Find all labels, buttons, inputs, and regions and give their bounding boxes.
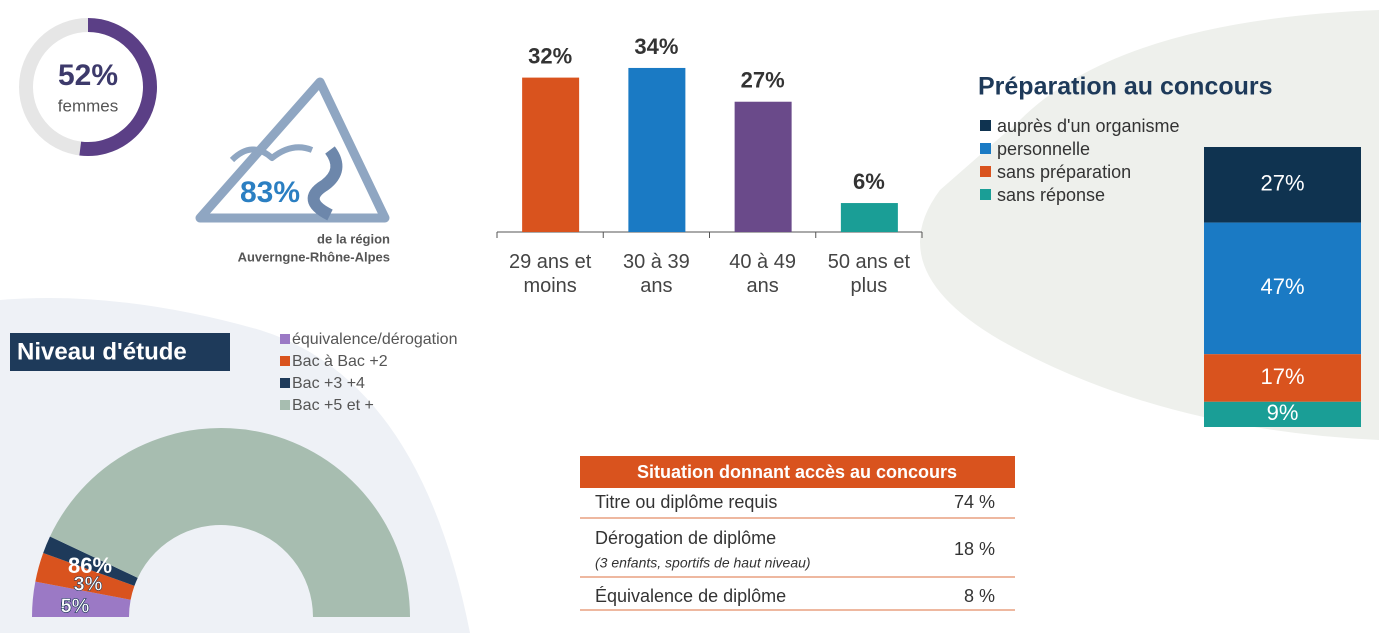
bar [522, 77, 580, 232]
segment-label: 47% [1260, 274, 1304, 299]
bar [840, 203, 898, 232]
legend-label: équivalence/dérogation [292, 331, 457, 348]
legend-swatch [980, 120, 991, 131]
legend-label: personnelle [997, 139, 1090, 159]
segment-label: 6% [61, 595, 90, 617]
table-cell-label: Dérogation de diplôme [595, 528, 776, 548]
stacked-segment [1204, 147, 1361, 223]
half-donut-segment [32, 581, 131, 617]
x-tick-label-box: 50 ans et plus [827, 251, 911, 297]
legend-swatch [980, 189, 991, 200]
legend-label: sans réponse [997, 185, 1105, 205]
x-tick-label-box: 30 à 39 ans [623, 251, 690, 297]
stacked-segment [1204, 354, 1361, 402]
legend-label: auprès d'un organisme [997, 116, 1180, 136]
stacked-segment [1204, 222, 1361, 355]
table-cell-value: 18 % [954, 539, 995, 559]
table-header: Situation donnant accès au concours [637, 462, 957, 482]
x-tick-label: 50 ans et plus [827, 251, 911, 297]
legend-swatch [980, 166, 991, 177]
segment-label: 3% [74, 573, 103, 595]
table-cell-note: (3 enfants, sportifs de haut niveau) [595, 555, 811, 571]
legend-swatch [280, 400, 290, 410]
table-header-box [580, 456, 1015, 488]
title-box [10, 333, 230, 371]
bar-value-label: 6% [853, 169, 885, 194]
legend-swatch [280, 378, 290, 388]
half-donut-segment [35, 552, 135, 600]
half-donut-segment [49, 428, 411, 617]
donut-label: femmes [58, 96, 118, 115]
legend-swatch [980, 143, 991, 154]
stat-caption: Auverngne-Rhône-Alpes [238, 249, 390, 264]
stat-value: 83% [240, 176, 300, 209]
mountain-icon [195, 77, 390, 223]
legend-label: sans préparation [997, 162, 1131, 182]
segment-label: 86% [68, 553, 112, 578]
table-cell-value: 74 % [954, 492, 995, 512]
half-donut-segment [43, 536, 138, 586]
segment-label: 27% [1260, 171, 1304, 196]
donut-value: 52% [58, 59, 118, 92]
legend-label: Bac à Bac +2 [292, 353, 388, 370]
donut-arc [79, 18, 157, 156]
stat-caption: de la région [317, 231, 390, 246]
x-tick-label: 40 à 49 ans [729, 251, 796, 297]
x-tick-label: 30 à 39 ans [623, 251, 690, 297]
chart-title: Préparation au concours [978, 73, 1273, 101]
legend-swatch [280, 356, 290, 366]
segment-label: 9% [1267, 400, 1299, 425]
table-cell-value: 8 % [964, 586, 995, 606]
stacked-segment [1204, 401, 1361, 427]
legend-label: Bac +3 +4 [292, 375, 365, 392]
bar-value-label: 34% [634, 34, 678, 59]
bar-value-label: 32% [528, 43, 572, 68]
bar [734, 101, 792, 232]
table-cell-label: Équivalence de diplôme [595, 586, 786, 606]
x-tick-label-box: 29 ans et moins [508, 251, 592, 297]
x-tick-label: 29 ans et moins [508, 251, 592, 297]
segment-label: 5% [61, 595, 90, 617]
chart-title: Niveau d'étude [17, 338, 187, 365]
segment-label: 17% [1260, 364, 1304, 389]
x-tick-label-box: 40 à 49 ans [729, 251, 796, 297]
table-cell-label: Titre ou diplôme requis [595, 492, 777, 512]
legend-swatch [280, 334, 290, 344]
legend-label: Bac +5 et + [292, 397, 374, 414]
bar [628, 67, 686, 232]
bar-value-label: 27% [741, 68, 785, 93]
